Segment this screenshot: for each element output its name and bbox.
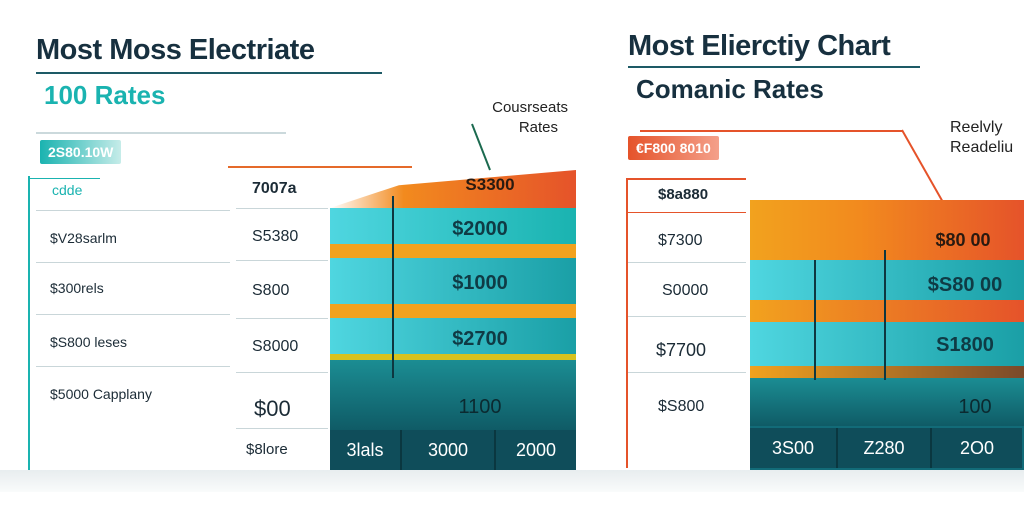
left-bar-divider	[392, 196, 394, 378]
left-chart-panel: Most Moss Electriate 100 Rates Cousrseat…	[28, 34, 576, 470]
left-row-divider	[36, 210, 230, 211]
right-axis-tick-2: Z280	[838, 428, 932, 468]
left-row-label-1: $V28sarlm	[50, 230, 117, 246]
left-row-divider	[36, 314, 230, 315]
left-row-divider	[36, 262, 230, 263]
right-note-line-1: Reelvly	[950, 119, 1003, 136]
right-bar-label-3: 100	[958, 396, 992, 418]
left-chart-title: Most Moss Electriate	[36, 34, 315, 66]
left-mid-divider	[236, 318, 328, 319]
right-top-rule	[640, 130, 902, 132]
right-column-header: $8a880	[658, 186, 709, 203]
left-value-4: $00	[254, 396, 291, 421]
right-value-3: $7700	[656, 340, 707, 360]
right-bar-label-1: $S80 00	[927, 274, 1003, 296]
left-bar-label-2: $1000	[452, 272, 508, 294]
left-mid-divider	[236, 208, 328, 209]
left-top-rule	[36, 132, 286, 134]
left-stripe-2	[330, 304, 576, 318]
right-note-leader	[901, 129, 945, 205]
left-legend-note: Cousrseats Rates	[450, 98, 568, 138]
right-header-underline	[628, 212, 746, 213]
left-stripe-3	[330, 354, 576, 360]
right-bar-divider	[814, 260, 816, 380]
right-bar-divider	[884, 250, 886, 380]
right-title-rule	[628, 66, 920, 68]
left-mid-divider	[236, 260, 328, 261]
left-mid-header: 7007a	[252, 180, 297, 197]
right-header-rule	[626, 178, 746, 180]
left-value-2: S800	[252, 282, 290, 299]
right-axis-tick-1: 3S00	[750, 428, 838, 468]
right-chart-title: Most Elierctiy Chart	[628, 30, 891, 62]
right-value-2: S0000	[662, 282, 709, 299]
left-value-3: S8000	[252, 338, 299, 355]
left-bar-row-2	[330, 258, 576, 304]
left-chart-subtitle: 100 Rates	[44, 80, 166, 110]
right-top-orange-band	[750, 200, 1024, 260]
right-table-border	[626, 178, 628, 468]
left-top-band-label: S3300	[465, 175, 515, 194]
left-row-label-2: $300rels	[50, 280, 104, 296]
left-bar-label-1: $2000	[452, 218, 508, 240]
left-row-divider	[36, 366, 230, 367]
left-bar-row-1	[330, 208, 576, 246]
left-badge: 2S80.10W	[40, 140, 122, 164]
left-note-line-2: Rates	[518, 119, 558, 136]
left-header-underline	[30, 178, 100, 179]
right-row-divider	[628, 262, 746, 263]
right-bar-row-3	[750, 378, 1024, 426]
right-stripe-2	[750, 366, 1024, 378]
left-column-header: cdde	[52, 182, 83, 198]
left-note-leader	[471, 123, 491, 171]
right-row-divider	[628, 372, 746, 373]
left-row-label-4: $5000 Capplany	[50, 386, 152, 402]
right-legend-note: Reelvly Readeliu	[950, 118, 1024, 158]
left-axis-tick-3: 2000	[496, 430, 576, 470]
left-mid-divider	[236, 372, 328, 373]
right-top-band-label: $80 00	[935, 230, 991, 250]
right-bar-row-1	[750, 260, 1024, 300]
right-stripe-1	[750, 300, 1024, 322]
left-table-border	[28, 176, 30, 470]
left-axis-divider	[236, 428, 328, 429]
right-bar-row-2	[750, 322, 1024, 366]
right-value-1: $7300	[658, 232, 703, 249]
left-bar-label-3: $2700	[452, 328, 508, 350]
left-bar-label-4: 1100	[458, 396, 502, 418]
left-stripe-1	[330, 244, 576, 258]
left-axis-row-label: $8lore	[246, 441, 288, 458]
right-value-4: $S800	[658, 398, 705, 415]
left-row-label-3: $S800 leses	[50, 334, 128, 350]
left-header-rule	[228, 166, 412, 168]
left-bar-row-3	[330, 318, 576, 358]
left-axis-tick-2: 3000	[402, 430, 496, 470]
left-bar-row-4	[330, 360, 576, 430]
right-chart-subtitle: Comanic Rates	[636, 74, 824, 104]
left-title-rule	[36, 72, 382, 74]
floor-shadow	[0, 470, 1024, 492]
right-bar-label-2: S1800	[936, 334, 994, 356]
left-axis-tick-1: 3lals	[330, 430, 402, 470]
right-badge: €F800 8010	[628, 136, 719, 160]
left-note-line-1: Cousrseats	[492, 99, 568, 116]
right-row-divider	[628, 316, 746, 317]
right-chart-panel: Most Elierctiy Chart Comanic Rates Reelv…	[600, 0, 1024, 512]
right-axis-tick-3: 2O0	[932, 428, 1022, 468]
left-value-1: S5380	[252, 228, 299, 245]
right-note-line-2: Readeliu	[950, 139, 1014, 156]
